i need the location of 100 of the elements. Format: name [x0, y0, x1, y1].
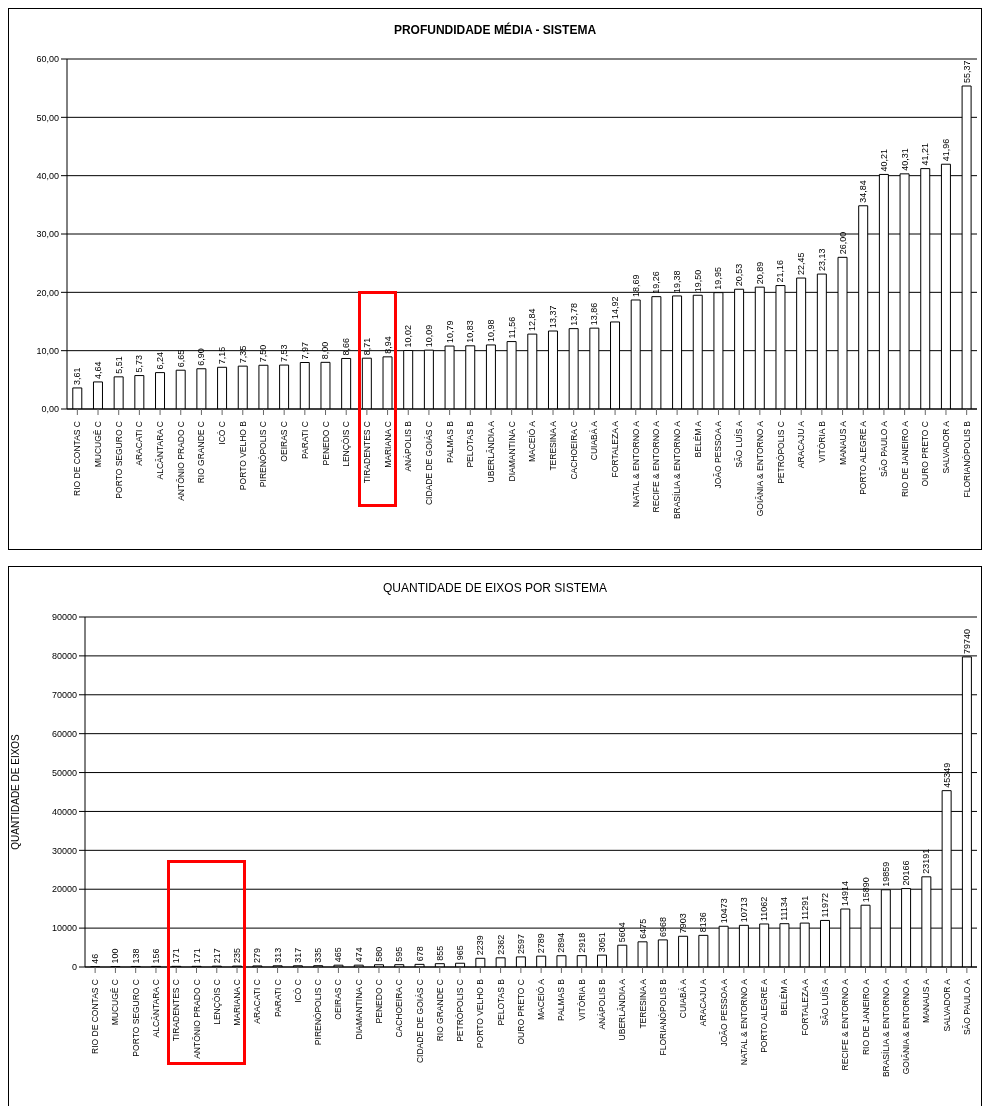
x-tick-label: PIRENÓPOLIS C [258, 421, 269, 488]
data-label: 2597 [515, 933, 526, 954]
data-label: 7,97 [299, 341, 310, 360]
y-axis-title: QUANTIDADE DE EIXOS [9, 733, 21, 850]
data-label: 100 [110, 948, 121, 964]
data-label: 10713 [738, 897, 749, 923]
data-label: 19,26 [651, 271, 662, 294]
data-label: 10,83 [465, 320, 476, 343]
x-tick-label: ALCÂNTARA C [155, 421, 166, 480]
data-label: 22,45 [796, 252, 807, 276]
x-tick-label: PORTO VELHO B [475, 978, 486, 1049]
x-tick-label: TIRADENTES C [171, 979, 182, 1042]
x-tick-label: CIDADE DE GOIÁS C [414, 979, 425, 1064]
y-tick-label: 40,00 [36, 170, 59, 181]
x-tick-label: MACEIÓ A [527, 420, 538, 463]
data-label: 13,78 [568, 303, 579, 326]
x-tick-label: RECIFE & ENTORNO A [840, 978, 851, 1071]
data-label: 19,50 [692, 269, 703, 293]
x-tick-label: PORTO SEGURO C [130, 979, 141, 1057]
x-tick-label: OURO PRETO C [920, 421, 931, 487]
y-tick-label: 10,00 [36, 345, 59, 356]
data-label: 8,00 [320, 341, 331, 360]
data-label: 2789 [536, 933, 547, 954]
data-label: 45349 [941, 762, 952, 788]
data-label: 2239 [475, 935, 486, 956]
data-label: 10,98 [485, 319, 496, 342]
data-label: 19859 [880, 861, 891, 887]
x-tick-label: CIDADE DE GOIÁS C [423, 421, 434, 506]
x-tick-label: CUIABÁ A [678, 978, 689, 1019]
data-label: 18,69 [630, 274, 641, 297]
data-label: 6,65 [175, 349, 186, 368]
data-label: 34,84 [858, 180, 869, 203]
y-tick-label: 90000 [51, 612, 77, 623]
data-label: 235 [232, 948, 243, 964]
y-tick-label: 0,00 [41, 404, 59, 415]
data-label: 595 [394, 946, 405, 962]
data-label: 41,96 [940, 138, 951, 162]
data-label: 5,51 [113, 356, 124, 374]
data-label: 474 [353, 947, 364, 963]
x-tick-label: MARIANA C [382, 421, 393, 468]
x-tick-label: SALVADOR A [941, 978, 952, 1032]
x-tick-label: ANÁPOLIS B [403, 420, 414, 472]
x-tick-label: PENEDO C [320, 421, 331, 466]
x-tick-label: MUCUGÊ C [93, 421, 104, 468]
data-label: 7,35 [237, 345, 248, 364]
data-label: 10,09 [423, 324, 434, 348]
x-tick-label: RIO DE JANEIRO A [899, 420, 910, 498]
data-label: 20166 [901, 860, 912, 886]
data-label: 11134 [779, 897, 790, 921]
x-tick-label: PORTO VELHO B [237, 420, 248, 491]
x-tick-label: LENÇÓIS C [341, 421, 352, 467]
data-label: 11972 [819, 893, 830, 918]
x-tick-label: PETRÓPOLIS C [775, 421, 786, 484]
x-tick-label: FLORIANÓPOLIS B [657, 978, 668, 1056]
data-label: 279 [252, 947, 263, 963]
x-tick-label: RIO GRANDE C [196, 421, 207, 484]
x-tick-label: PETRÓPOLIS C [455, 979, 466, 1042]
x-tick-label: ARACAJU A [698, 978, 709, 1027]
data-label: 5,73 [134, 355, 145, 373]
x-tick-label: TIRADENTES C [361, 421, 372, 484]
data-label: 13,37 [547, 305, 558, 329]
x-tick-label: LENÇÓIS C [211, 979, 222, 1025]
data-label: 6,90 [196, 348, 207, 366]
x-tick-label: PALMAS B [556, 978, 567, 1021]
data-label: 2918 [576, 932, 587, 953]
data-label: 7,15 [217, 346, 228, 365]
data-label: 855 [434, 945, 445, 961]
data-label: 40,21 [878, 148, 889, 172]
data-label: 79740 [961, 628, 972, 654]
data-label: 41,21 [920, 143, 931, 166]
data-label: 10,02 [403, 325, 414, 348]
x-tick-label: MUCUGÊ C [110, 979, 121, 1026]
y-tick-label: 60,00 [36, 54, 59, 65]
x-tick-label: ICÓ C [217, 421, 228, 445]
x-tick-label: PORTO ALEGRE A [858, 420, 869, 495]
data-label: 10473 [718, 898, 729, 924]
data-label: 217 [211, 948, 222, 964]
x-tick-label: ANÁPOLIS B [596, 978, 607, 1030]
x-tick-label: UBERLÂNDIA A [617, 978, 628, 1041]
x-tick-label: PIRENÓPOLIS C [313, 979, 324, 1046]
data-label: 138 [130, 948, 141, 964]
data-label: 23191 [921, 848, 932, 874]
x-tick-label: PORTO ALEGRE A [759, 978, 770, 1053]
data-label: 14914 [840, 880, 851, 906]
data-label: 19,95 [713, 267, 724, 290]
x-tick-label: JOÃO PESSOA A [713, 420, 724, 489]
data-label: 6475 [637, 918, 648, 939]
x-tick-label: RIO DE CONTAS C [72, 421, 83, 496]
x-tick-label: CUIABÁ A [589, 420, 600, 461]
data-label: 465 [333, 947, 344, 963]
x-tick-label: MANAUS A [921, 978, 932, 1023]
x-tick-label: RIO GRANDE C [434, 979, 445, 1042]
data-label: 8136 [698, 912, 709, 933]
x-tick-label: MACEIÓ A [536, 978, 547, 1021]
x-tick-label: GOIÂNIA & ENTORNO A [901, 978, 912, 1075]
data-label: 313 [272, 947, 283, 963]
x-tick-label: CACHOEIRA C [568, 421, 579, 480]
x-tick-label: FORTALEZA A [799, 978, 810, 1036]
data-label: 21,16 [775, 260, 786, 283]
x-tick-label: NATAL & ENTORNO A [630, 420, 641, 508]
